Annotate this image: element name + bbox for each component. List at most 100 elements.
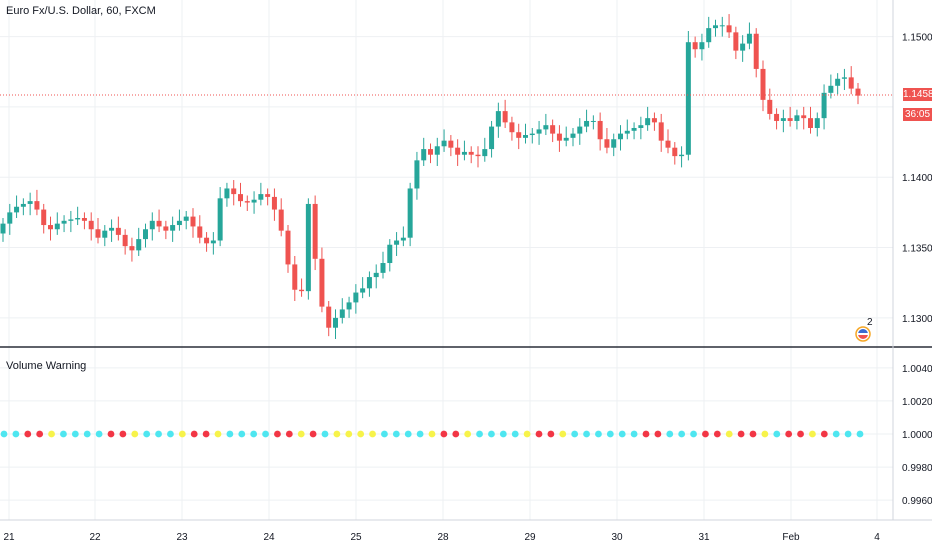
candle-body [597, 120, 603, 140]
candle-body [841, 77, 847, 79]
volume-warning-dot [595, 430, 602, 438]
candle-body [312, 203, 318, 259]
volume-warning-dot [559, 430, 567, 438]
volume-warning-dot [167, 430, 174, 438]
volume-warning-dot [713, 430, 721, 438]
y-tick-label: 1.0000 [902, 430, 932, 441]
volume-warning-dot [499, 430, 507, 438]
volume-warning-dot [309, 430, 317, 438]
candle-body [638, 125, 644, 128]
volume-warning-dot [725, 430, 733, 438]
candle-body [611, 139, 617, 148]
volume-warning-dot [797, 430, 804, 438]
candle-body [210, 240, 216, 244]
volume-warning-dot [511, 430, 519, 438]
candle-body [624, 130, 630, 134]
candle-body [54, 223, 60, 230]
volume-warning-dot [345, 430, 353, 438]
candle-body [339, 309, 345, 318]
candle-body [604, 139, 610, 148]
x-tick-label: 30 [611, 532, 623, 543]
candle-body [244, 201, 250, 203]
volume-warning-dot [440, 430, 448, 438]
volume-warning-dot [618, 430, 626, 438]
volume-warning-dot [654, 430, 662, 438]
candle-body [570, 133, 576, 138]
candle-body [0, 223, 6, 234]
volume-warning-dot [333, 430, 341, 438]
volume-warning-dot [571, 430, 579, 438]
volume-warning-dot [274, 430, 281, 438]
candle-body [197, 226, 203, 238]
candle-body [645, 118, 651, 126]
volume-warning-dot [606, 430, 614, 438]
candle-body [787, 118, 793, 121]
candle-body [529, 133, 535, 136]
volume-warning-dot [428, 430, 436, 438]
y-tick-label: 1.13500 [902, 244, 932, 255]
candle-body [61, 220, 67, 224]
chart-title: Euro Fx/U.S. Dollar, 60, FXCM [6, 5, 156, 17]
volume-warning-dot [856, 430, 864, 438]
candle-body [543, 125, 549, 130]
candle-body [760, 68, 766, 100]
y-tick-label: 1.0040 [902, 364, 932, 375]
y-tick-label: 0.9980 [902, 463, 932, 474]
candle-body [590, 120, 596, 122]
candle-body [265, 194, 271, 197]
indicator-title: Volume Warning [6, 360, 87, 372]
volume-warning-dot [107, 430, 115, 438]
candle-body [692, 42, 698, 50]
candle-body [434, 146, 440, 155]
candle-body [746, 33, 752, 44]
candle-body [27, 201, 33, 204]
candle-body [68, 219, 74, 221]
candle-body [373, 272, 379, 278]
volume-warning-dot [666, 430, 674, 438]
candle-body [400, 237, 406, 241]
candle-body [258, 194, 264, 200]
volume-warning-dot [820, 430, 828, 438]
candle-body [333, 317, 338, 328]
x-tick-label: 31 [698, 532, 710, 543]
candle-body [366, 277, 372, 289]
x-tick-label: 25 [350, 532, 362, 543]
volume-warning-dot [71, 430, 79, 438]
x-tick-label: 28 [437, 532, 449, 543]
volume-warning-dot [642, 430, 650, 438]
x-tick-label: 4 [874, 532, 880, 543]
candle-body [285, 230, 291, 265]
candle-body [780, 118, 786, 121]
volume-warning-dot [464, 430, 472, 438]
candle-body [489, 126, 495, 150]
candle-body [176, 220, 182, 226]
candle-body [631, 127, 637, 131]
candle-body [299, 289, 305, 292]
y-tick-label: 0.9960 [902, 496, 932, 507]
candle-body [835, 78, 841, 86]
candle-body [292, 264, 298, 290]
volume-warning-dot [844, 430, 852, 438]
volume-warning-dot [583, 430, 590, 438]
candle-body [109, 227, 115, 231]
candle-body [455, 147, 461, 155]
candle-body [448, 140, 454, 148]
candle-body [651, 118, 657, 123]
candle-body [360, 288, 366, 293]
volume-warning-dot [547, 430, 555, 438]
volume-warning-dot [250, 430, 258, 438]
volume-warning-dot [630, 430, 638, 438]
candle-body [407, 188, 413, 238]
volume-warning-dot [0, 430, 8, 438]
candle-body [251, 199, 257, 203]
volume-warning-dot [737, 430, 745, 438]
candle-body [848, 77, 854, 89]
candle-body [509, 122, 515, 133]
volume-warning-dot [83, 430, 91, 438]
economic-events-icon[interactable]: 2 [855, 317, 875, 344]
candle-body [726, 25, 732, 33]
x-tick-label: 29 [524, 532, 536, 543]
volume-warning-dot [131, 430, 139, 438]
candle-body [550, 125, 556, 134]
